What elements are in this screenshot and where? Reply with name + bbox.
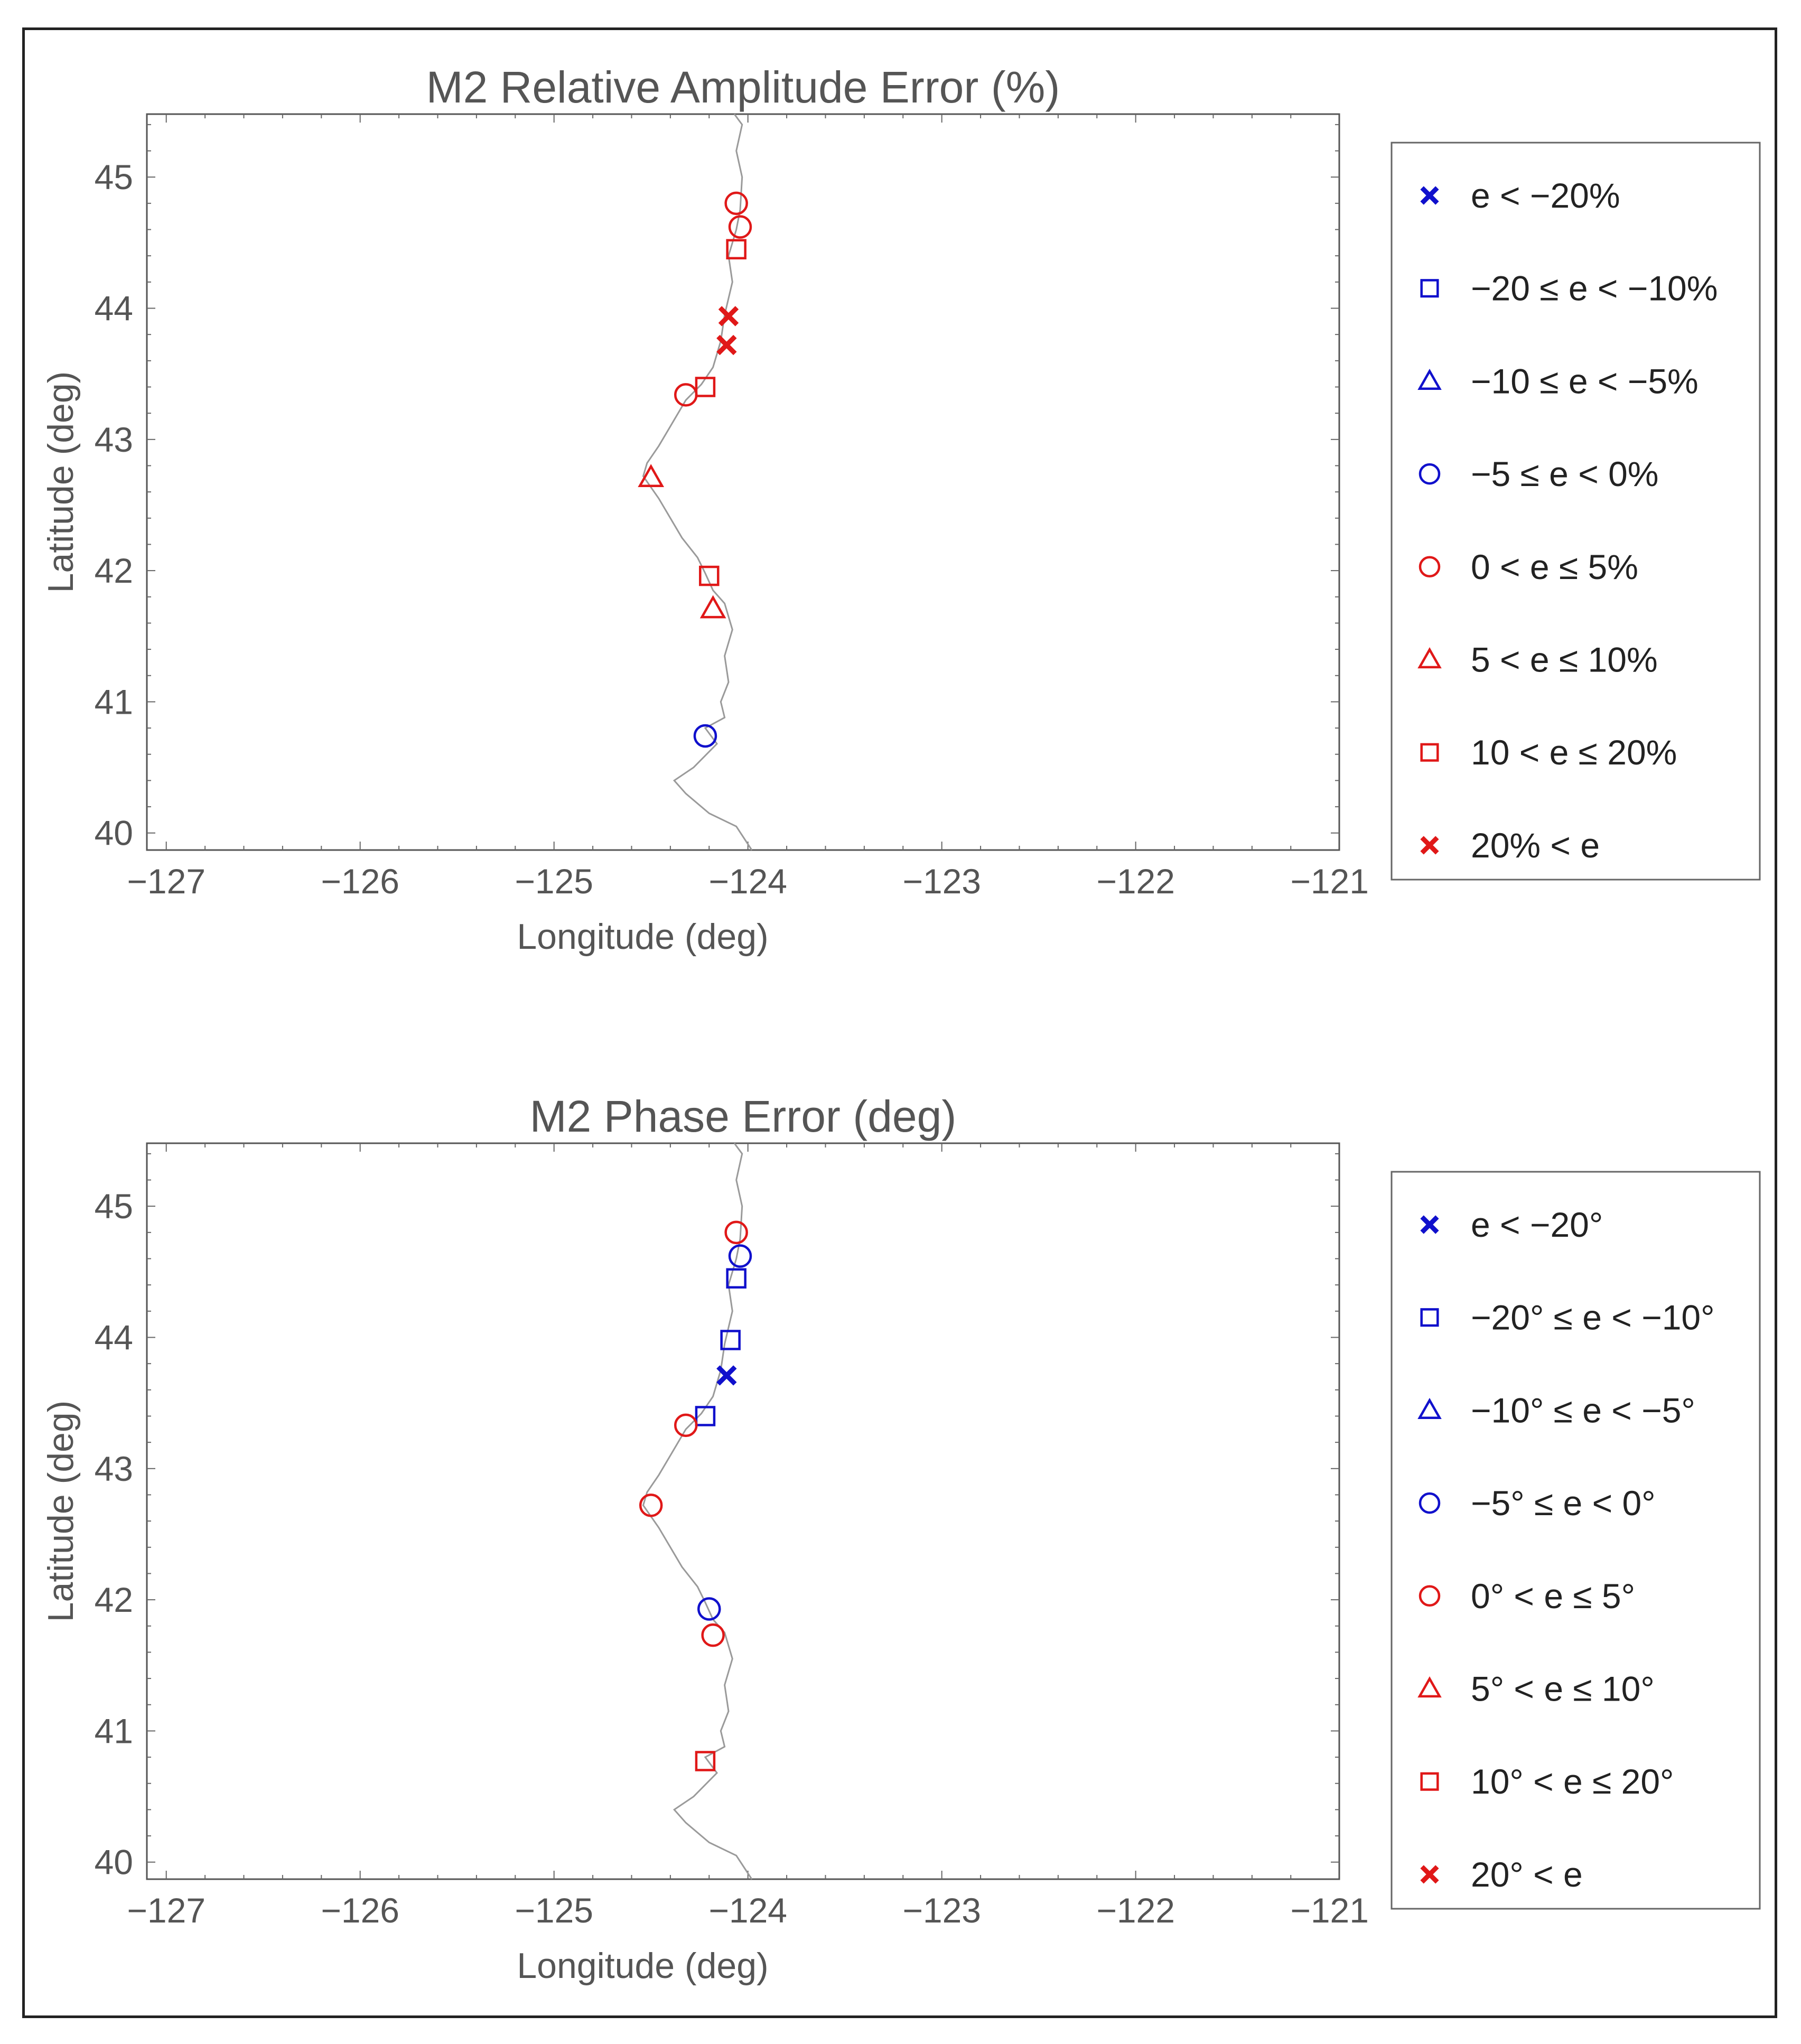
legend-box — [1391, 142, 1761, 881]
chart-title: M2 Phase Error (deg) — [530, 1091, 957, 1141]
plot-area — [146, 113, 1340, 851]
legend-label: 0° < e ≤ 5° — [1471, 1576, 1635, 1616]
y-tick-label: 41 — [95, 682, 133, 721]
x-tick-label: −122 — [1096, 862, 1175, 901]
x-tick-label: −121 — [1290, 862, 1369, 901]
legend-label: e < −20° — [1471, 1205, 1603, 1244]
legend-label: 0 < e ≤ 5% — [1471, 547, 1638, 586]
y-tick-label: 43 — [95, 1449, 133, 1488]
y-tick-label: 42 — [95, 1580, 133, 1619]
data-point — [726, 1268, 746, 1289]
data-point — [697, 1597, 721, 1621]
legend-label: 20% < e — [1471, 826, 1600, 865]
legend-marker — [1420, 1865, 1439, 1884]
chart-title: M2 Relative Amplitude Error (%) — [426, 62, 1060, 112]
legend-label: −5 ≤ e < 0% — [1471, 454, 1658, 493]
legend-marker — [1420, 279, 1439, 298]
x-axis-label: Longitude (deg) — [517, 1946, 768, 1986]
y-tick-label: 40 — [95, 1843, 133, 1882]
data-point — [674, 1413, 698, 1438]
data-point — [695, 1406, 716, 1426]
x-tick-label: −126 — [321, 1891, 399, 1930]
legend-label: 5° < e ≤ 10° — [1471, 1669, 1655, 1709]
data-point — [699, 565, 720, 586]
x-tick-label: −122 — [1096, 1891, 1175, 1930]
chart-2: M2 Phase Error (deg) −127 −126 −125 −124 −123… — [41, 1091, 1761, 1986]
x-tick-label: −124 — [708, 1891, 787, 1930]
data-point — [726, 239, 746, 260]
data-point — [720, 1330, 741, 1350]
x-tick-label: −126 — [321, 862, 399, 901]
y-tick-label: 44 — [95, 288, 133, 328]
data-point — [724, 191, 748, 216]
data-point — [699, 595, 726, 619]
legend-marker — [1417, 647, 1442, 669]
data-point — [674, 383, 698, 407]
legend-marker — [1420, 836, 1439, 855]
data-point — [695, 1751, 716, 1771]
coastline — [642, 1143, 753, 1880]
legend-box — [1391, 1171, 1761, 1910]
legend-marker — [1419, 1585, 1441, 1607]
legend: e < −20% −20 ≤ e < −10% −10 ≤ e < −5% −5 ≤ … — [1391, 142, 1761, 881]
legend-label: −20 ≤ e < −10% — [1471, 269, 1718, 308]
data-point — [693, 724, 717, 748]
legend-marker — [1420, 743, 1439, 762]
legend-label: −10° ≤ e < −5° — [1471, 1390, 1695, 1430]
data-point — [718, 306, 739, 326]
legend-label: −5° ≤ e < 0° — [1471, 1483, 1656, 1523]
y-tick-label: 42 — [95, 551, 133, 590]
y-axis-label: Latitude (deg) — [41, 371, 81, 593]
legend-marker — [1419, 463, 1441, 485]
legend-marker — [1420, 186, 1439, 205]
legend-label: 10° < e ≤ 20° — [1471, 1762, 1674, 1801]
y-tick-label: 41 — [95, 1711, 133, 1750]
legend-label: e < −20% — [1471, 176, 1620, 215]
legend-marker — [1420, 1308, 1439, 1327]
legend-marker — [1420, 1772, 1439, 1791]
y-tick-label: 45 — [95, 1187, 133, 1226]
data-point — [638, 464, 665, 488]
legend-label: 5 < e ≤ 10% — [1471, 640, 1658, 679]
chart-1: M2 Relative Amplitude Error (%) −127 −126 −… — [41, 62, 1761, 957]
coastline — [642, 114, 753, 851]
y-tick-label: 45 — [95, 157, 133, 197]
data-point — [695, 377, 716, 397]
legend-label: −10 ≤ e < −5% — [1471, 361, 1699, 400]
legend-marker — [1417, 1676, 1442, 1698]
data-point — [728, 1244, 752, 1268]
legend-label: 20° < e — [1471, 1855, 1583, 1894]
data-point — [639, 1494, 663, 1517]
legend-marker — [1417, 1397, 1442, 1420]
legend-marker — [1417, 368, 1442, 390]
x-tick-label: −124 — [708, 862, 787, 901]
legend-label: −20° ≤ e < −10° — [1471, 1298, 1715, 1337]
x-tick-label: −127 — [127, 862, 206, 901]
x-tick-label: −121 — [1290, 1891, 1369, 1930]
x-tick-label: −125 — [515, 1891, 593, 1930]
y-axis-label: Latitude (deg) — [41, 1401, 81, 1622]
x-tick-label: −123 — [902, 1891, 981, 1930]
y-tick-label: 44 — [95, 1318, 133, 1357]
data-point — [728, 215, 752, 239]
plot-area — [146, 1142, 1340, 1880]
legend-marker — [1419, 1492, 1441, 1514]
y-tick-label: 40 — [95, 814, 133, 853]
legend-label: 10 < e ≤ 20% — [1471, 733, 1677, 772]
data-point — [724, 1220, 748, 1245]
legend: e < −20° −20° ≤ e < −10° −10° ≤ e < −5° −5°… — [1391, 1171, 1761, 1910]
data-point — [716, 1365, 737, 1386]
figure-frame — [22, 27, 1777, 2018]
x-tick-label: −123 — [902, 862, 981, 901]
legend-marker — [1419, 556, 1441, 578]
x-axis-label: Longitude (deg) — [517, 917, 768, 957]
data-point — [716, 334, 737, 356]
legend-marker — [1420, 1215, 1439, 1234]
x-tick-label: −127 — [127, 1891, 206, 1930]
x-tick-label: −125 — [515, 862, 593, 901]
data-point — [701, 1623, 725, 1647]
y-tick-label: 43 — [95, 420, 133, 459]
